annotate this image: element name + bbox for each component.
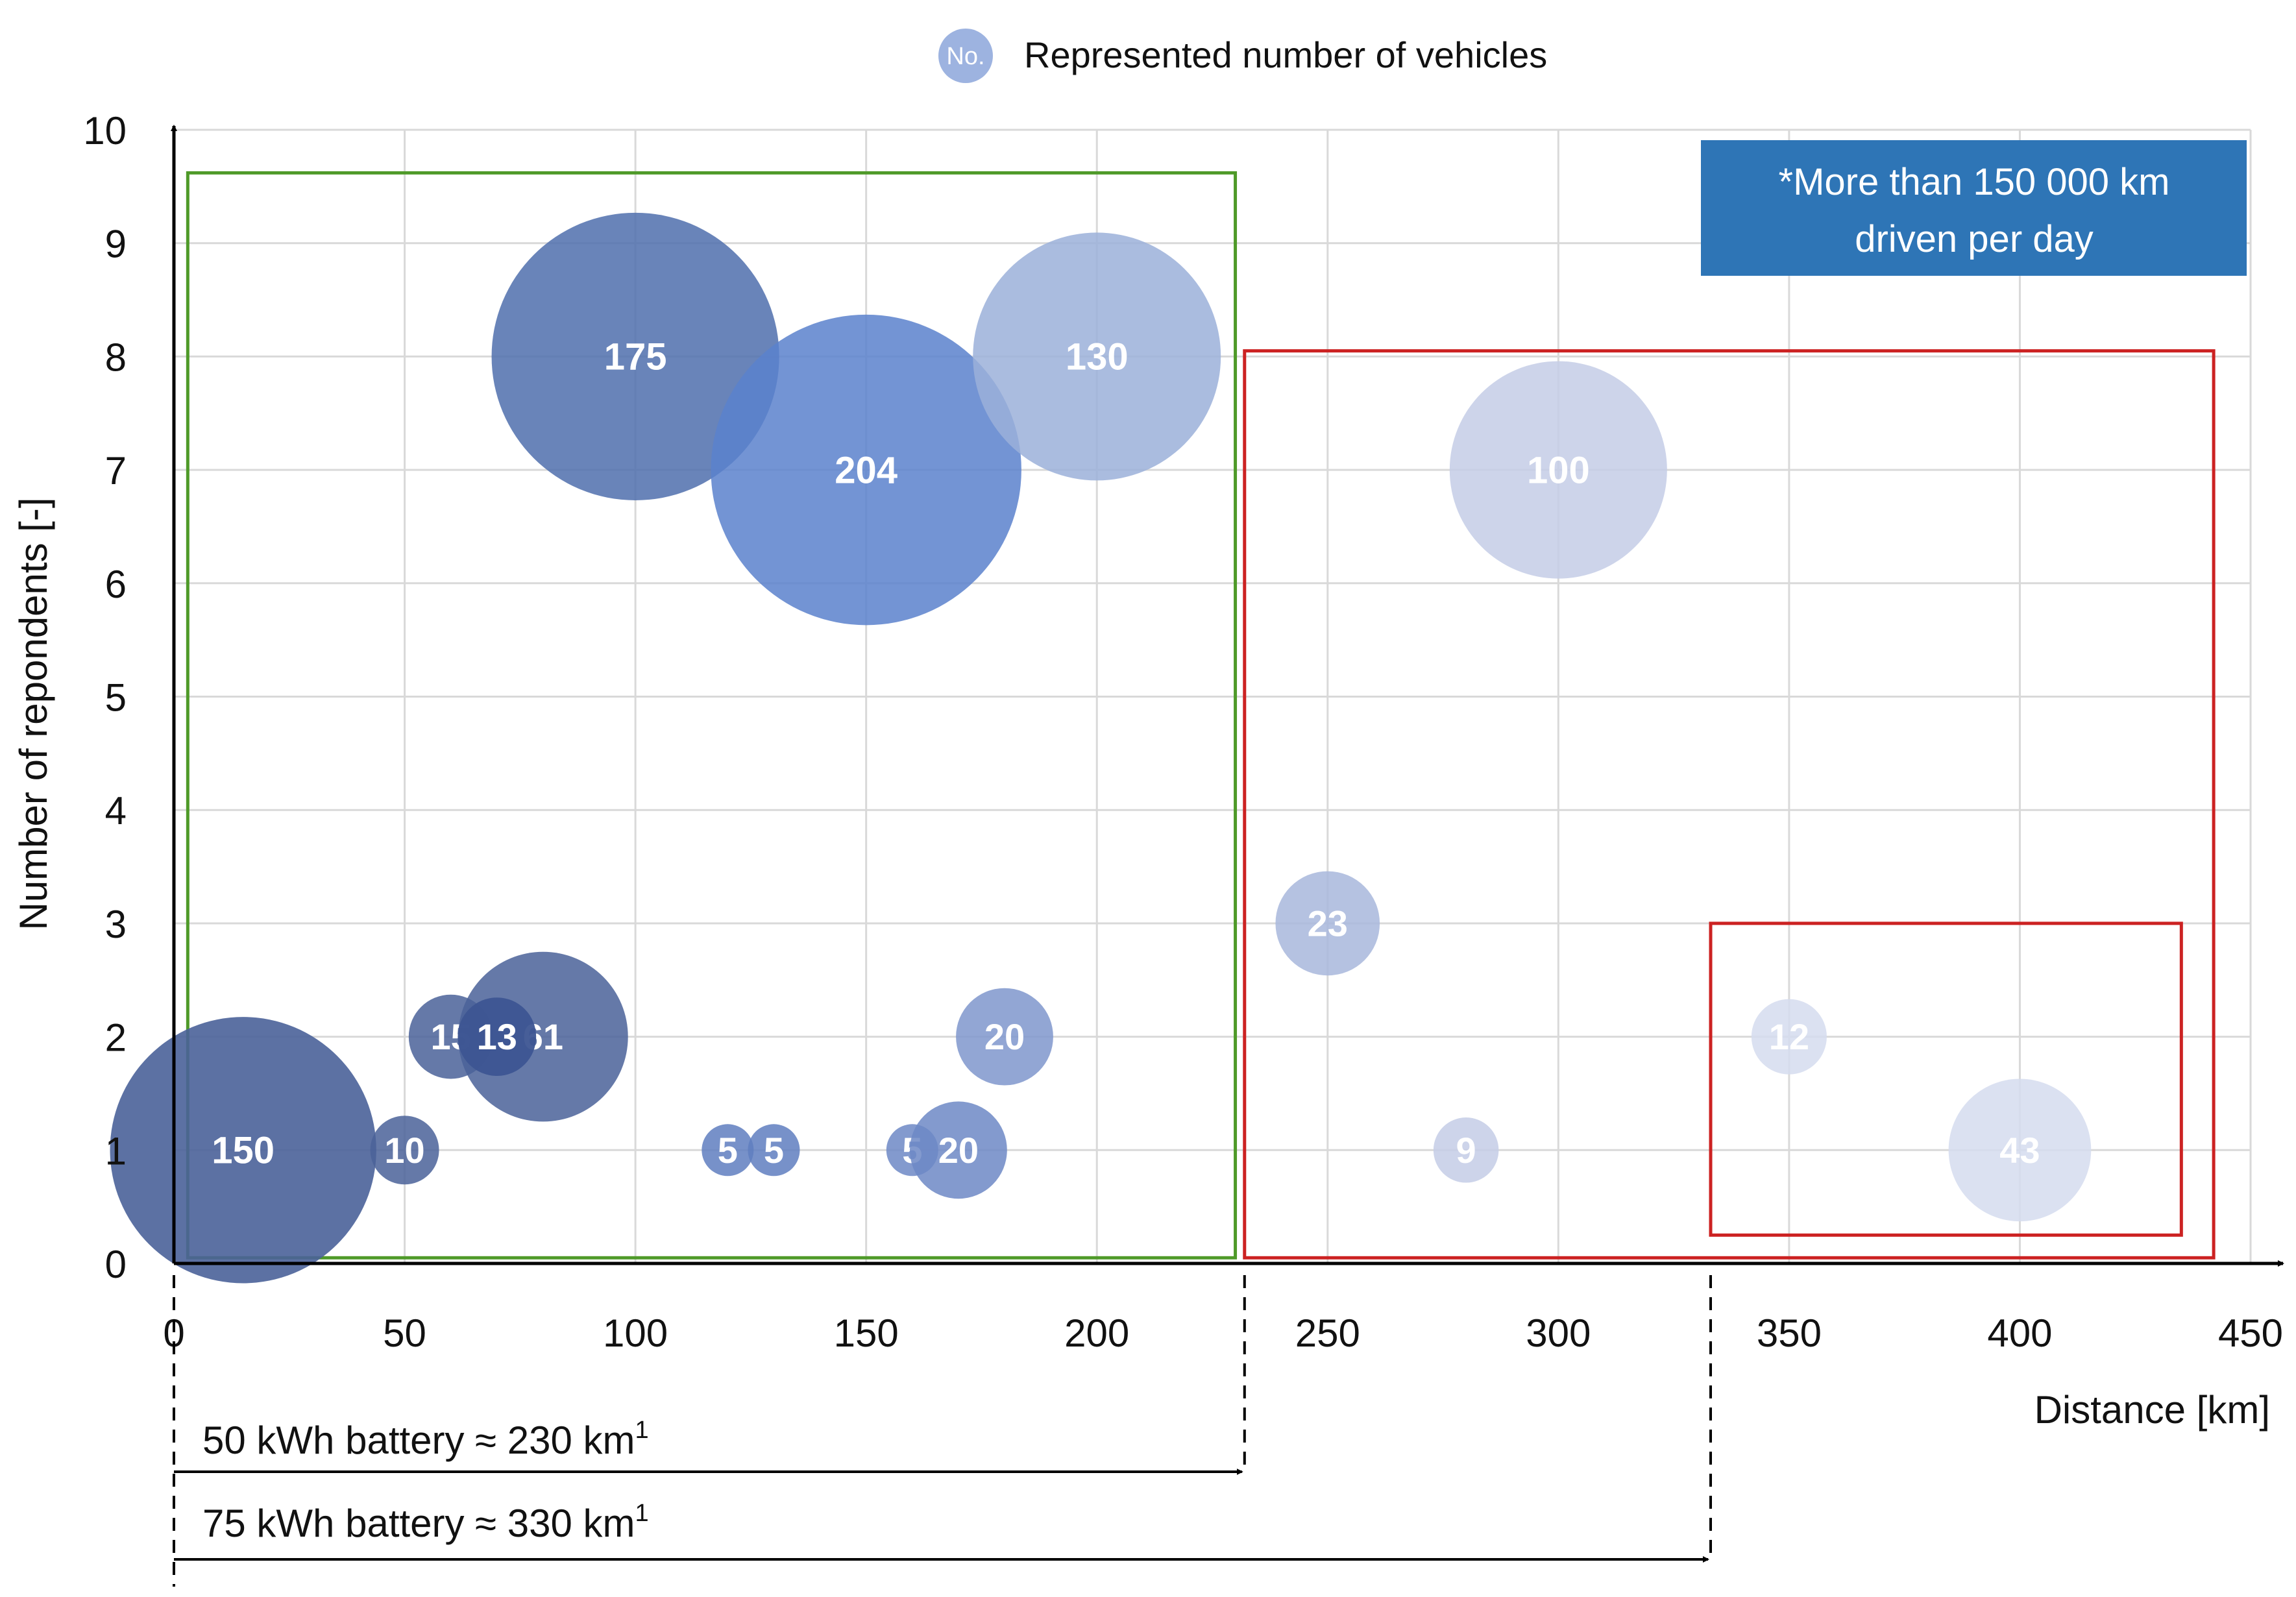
green-region [186,171,1238,1260]
y-tick-label: 7 [105,449,127,493]
bubble-label: 13 [477,1016,517,1057]
bubble-43 [1948,1079,2092,1222]
note-line-1: *More than 150 000 km [1779,161,2170,203]
legend-label: Represented number of vehicles [1024,34,1547,75]
y-tick-label: 1 [105,1129,127,1173]
bubble-12 [1751,999,1827,1075]
bubble-20 [909,1101,1007,1199]
y-tick-label: 10 [83,109,127,152]
bubble-label: 5 [764,1130,784,1171]
legend-marker-label: No. [946,43,984,70]
bubble-5 [702,1124,754,1176]
bubble-label: 9 [1456,1130,1476,1171]
y-tick-label: 2 [105,1016,127,1060]
x-tick-label: 50 [383,1311,426,1355]
bubble-150 [110,1017,376,1284]
regions [186,171,2216,1260]
y-tick-label: 9 [105,223,127,266]
bubble-label: 10 [384,1130,424,1171]
y-axis-label: Number of repondents [-] [12,497,55,930]
bubble-label: 204 [835,449,898,491]
legend-marker [938,29,993,83]
note-background [1701,140,2247,276]
bubble-23 [1275,871,1380,976]
bubble-130 [973,232,1221,481]
annotation-50kwh: 50 kWh battery ≈ 230 km1 [202,1417,649,1462]
bubble-label: 100 [1527,449,1590,491]
bubble-10 [370,1115,439,1185]
bubble-label: 130 [1066,336,1129,378]
bubble-label: 5 [718,1130,738,1171]
bubble-204 [711,314,1021,626]
bubble-100 [1449,361,1667,579]
bubble-label: 12 [1769,1016,1809,1057]
y-tick-label: 3 [105,903,127,946]
x-tick-label: 150 [834,1311,899,1355]
bubble-9 [1433,1117,1499,1183]
bubble-label: 150 [212,1130,275,1172]
bubble-5 [748,1124,800,1176]
bubble-label: 23 [1308,903,1348,944]
x-axis-label: Distance [km] [2034,1388,2270,1432]
note-box: *More than 150 000 km driven per day [1701,140,2247,276]
annotation-75kwh-superscript: 1 [635,1500,649,1527]
annotation-75kwh-text: 75 kWh battery ≈ 330 km [202,1502,635,1545]
y-tick-label: 0 [105,1243,127,1286]
red-region-outer [1243,349,2216,1260]
bubble-20 [956,988,1053,1086]
x-tick-label: 400 [1987,1311,2052,1355]
x-tick-label: 100 [603,1311,668,1355]
y-tick-label: 8 [105,335,127,379]
bubble-label: 20 [938,1130,979,1171]
annotation-50kwh-text: 50 kWh battery ≈ 230 km [202,1419,635,1462]
x-tick-label: 450 [2218,1311,2283,1355]
bubble-175 [491,212,779,500]
red-region-inner [1709,921,2183,1237]
x-tick-label: 200 [1064,1311,1129,1355]
x-tick-label: 300 [1526,1311,1591,1355]
bubble-61 [458,951,628,1122]
bubbles: 1501015611317555204520201302391001243 [110,212,2092,1284]
battery-annotations: 50 kWh battery ≈ 230 km1 75 kWh battery … [173,1275,1712,1587]
bubble-13 [458,997,537,1076]
bubble-label: 20 [984,1016,1025,1057]
y-tick-label: 6 [105,563,127,606]
x-tick-label: 250 [1295,1311,1360,1355]
note-line-2: driven per day [1855,218,2094,260]
bubble-label: 43 [1999,1130,2040,1171]
legend: No. Represented number of vehicles [938,29,1547,83]
y-tick-label: 5 [105,676,127,720]
bubble-label: 175 [604,336,667,378]
y-tick-label: 4 [105,789,127,833]
annotation-75kwh: 75 kWh battery ≈ 330 km1 [202,1500,649,1545]
x-tick-label: 350 [1757,1311,1822,1355]
annotation-50kwh-superscript: 1 [635,1417,649,1444]
